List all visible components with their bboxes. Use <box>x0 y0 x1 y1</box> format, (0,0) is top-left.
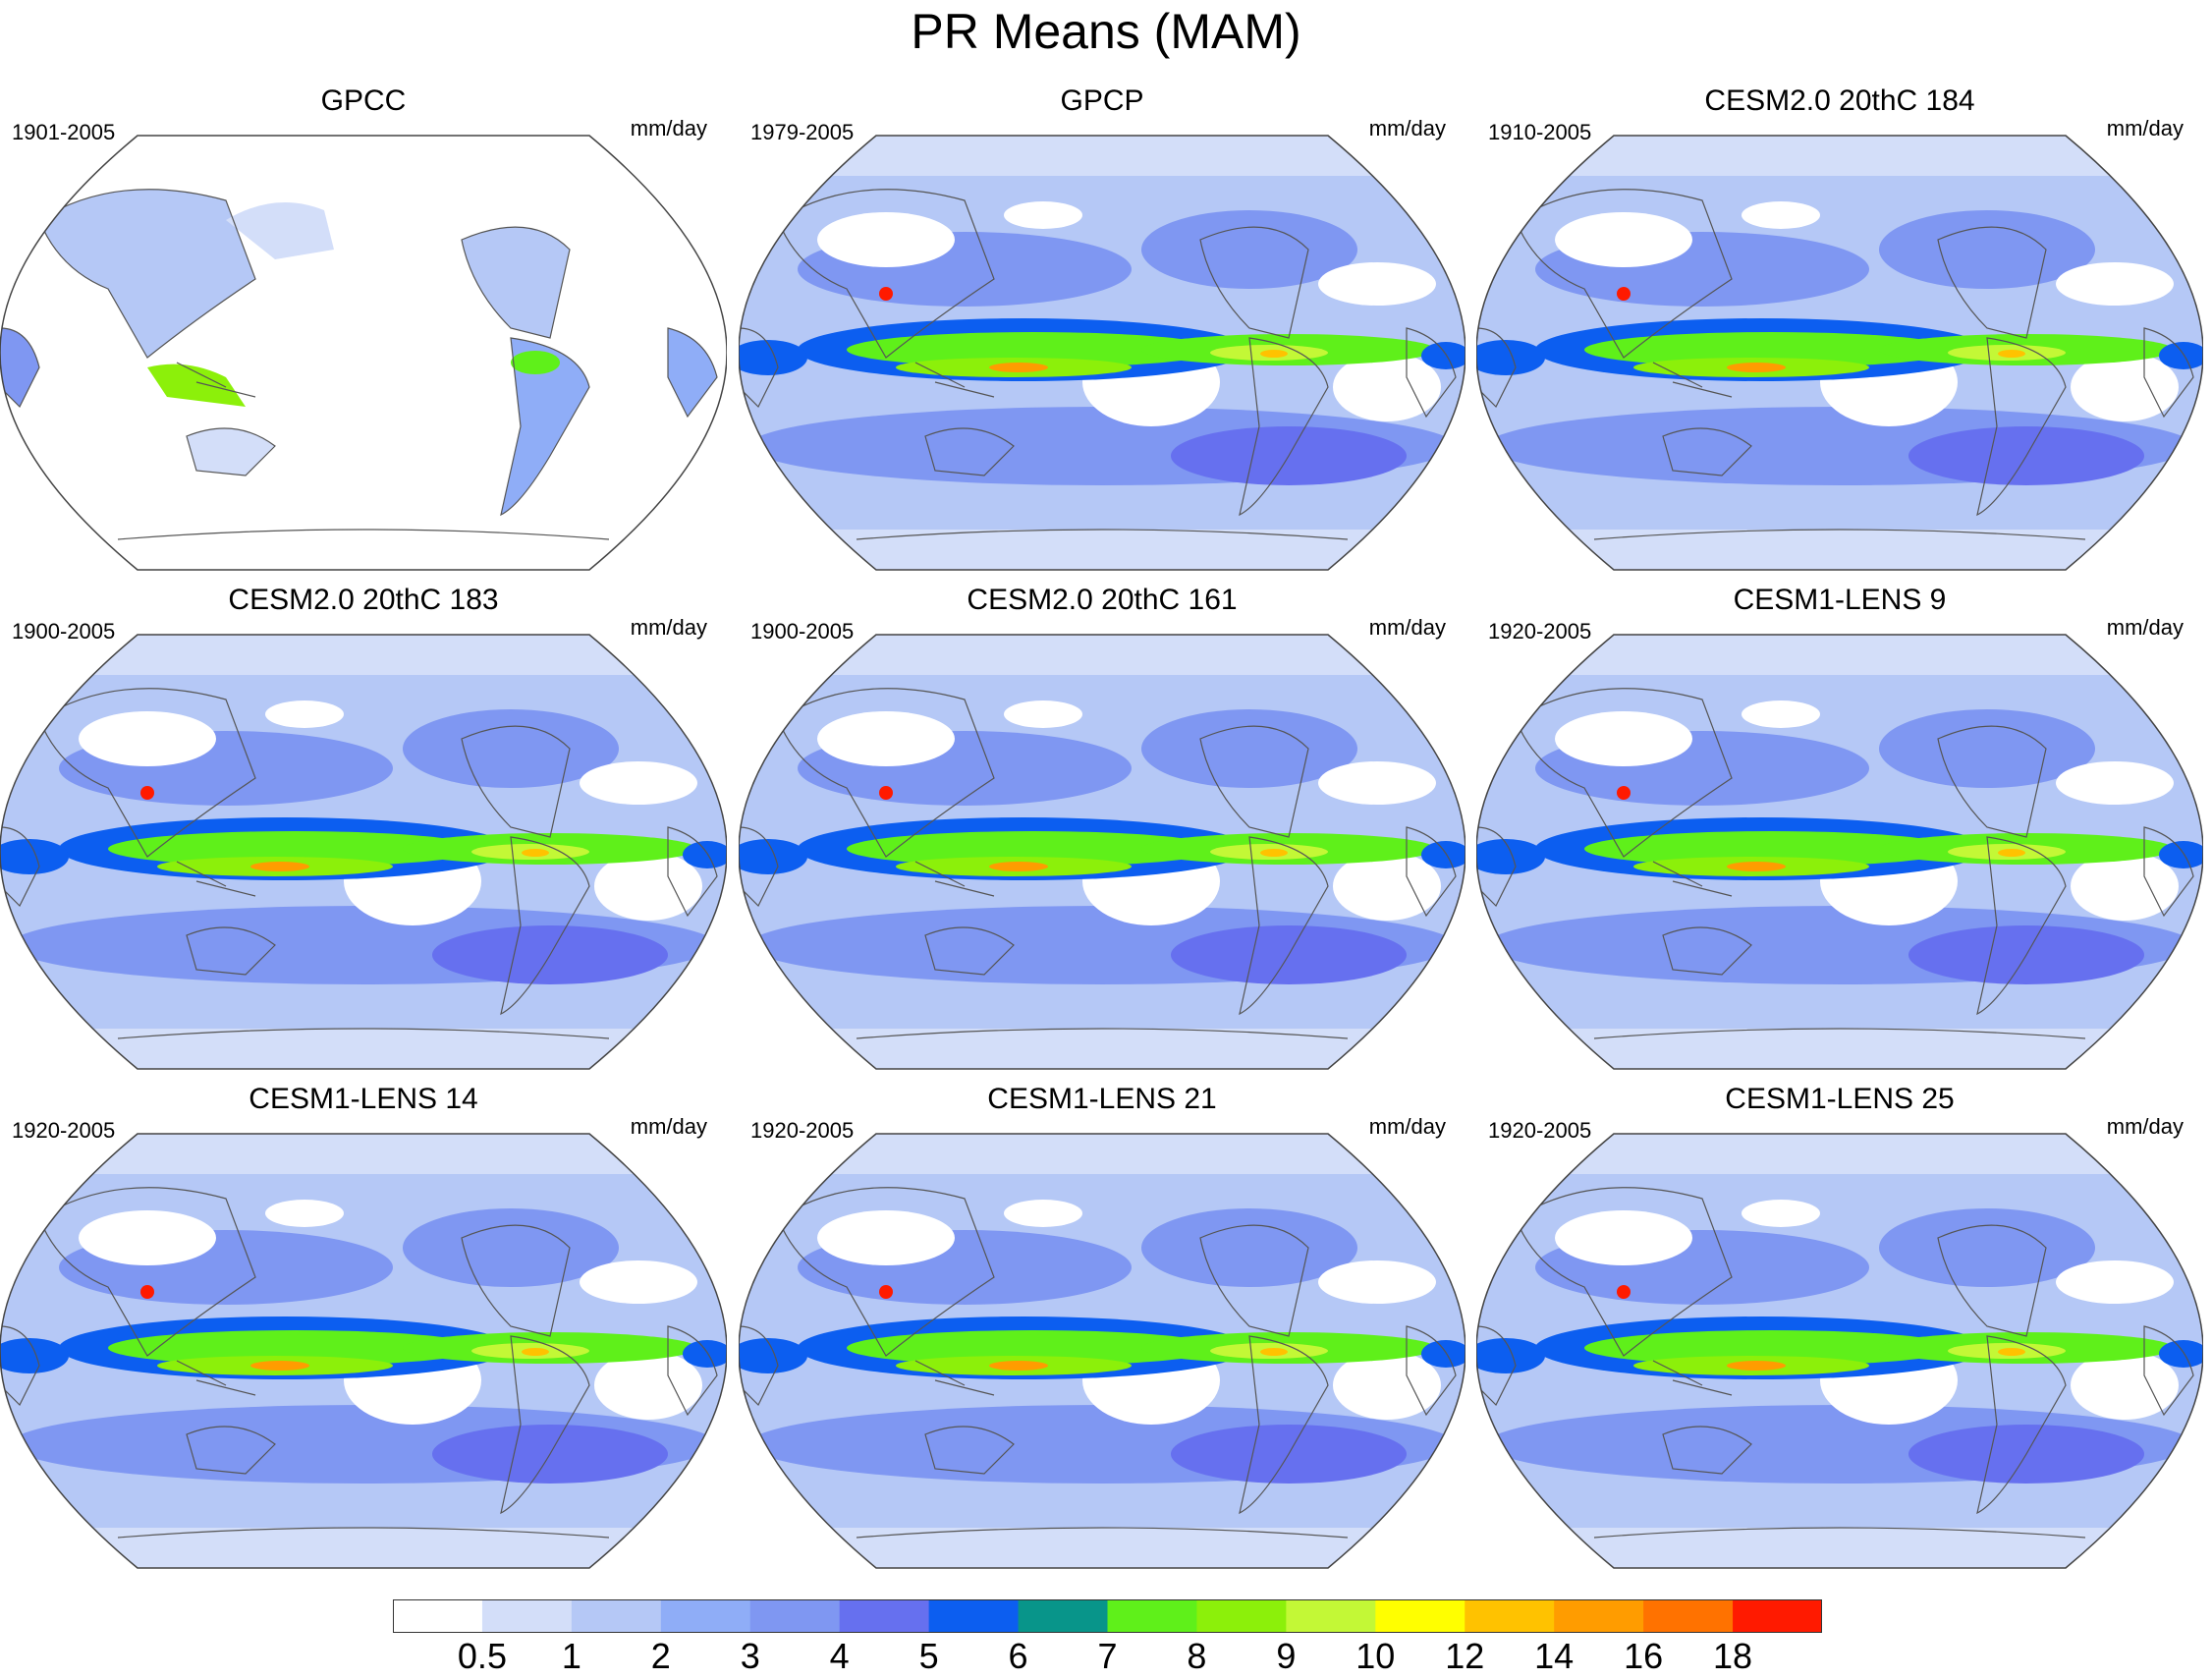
map-plot <box>739 135 1465 571</box>
panel-period: 1920-2005 <box>750 1118 855 1143</box>
figure-title: PR Means (MAM) <box>911 4 1301 59</box>
colorbar-tick-label: 1 <box>561 1636 581 1676</box>
colorbar-tick-label: 5 <box>918 1636 939 1676</box>
map-panel: CESM2.0 20thC 161 1900-2005 mm/day <box>739 584 1465 1075</box>
panel-title: CESM1-LENS 21 <box>987 1083 1217 1115</box>
colorbar-swatch <box>1286 1599 1376 1633</box>
precip-field <box>1476 1134 2203 1568</box>
map-panel: GPCP 1979-2005 mm/day <box>739 84 1465 576</box>
panel-period: 1920-2005 <box>1488 1118 1592 1143</box>
panel-units: mm/day <box>2106 116 2184 140</box>
colorbar-swatch <box>1196 1599 1287 1633</box>
precip-field <box>739 1134 1465 1568</box>
panel-units: mm/day <box>1368 116 1446 140</box>
colorbar-tick-label: 4 <box>829 1636 850 1676</box>
colorbar-tick-label: 3 <box>740 1636 760 1676</box>
panel-title: CESM2.0 20thC 161 <box>967 584 1238 616</box>
colorbar-tick-label: 10 <box>1355 1636 1396 1676</box>
precip-field <box>0 136 727 570</box>
colorbar-swatch <box>928 1599 1020 1633</box>
colorbar-swatch <box>749 1599 841 1633</box>
colorbar-swatch <box>839 1599 930 1633</box>
map-border <box>0 135 727 571</box>
map-panel: CESM1-LENS 25 1920-2005 mm/day <box>1476 1083 2203 1574</box>
precip-field <box>1476 136 2203 570</box>
panel-period: 1920-2005 <box>1488 619 1592 644</box>
panel-units: mm/day <box>2106 1114 2184 1139</box>
colorbar-tick-label: 0.5 <box>457 1636 507 1676</box>
map-panel: CESM2.0 20thC 184 1910-2005 mm/day <box>1476 84 2203 576</box>
colorbar-border <box>393 1599 1822 1633</box>
panel-period: 1901-2005 <box>12 120 116 144</box>
colorbar-tick-label: 16 <box>1624 1636 1664 1676</box>
map-plot <box>1476 135 2203 571</box>
panel-units: mm/day <box>630 116 707 140</box>
colorbar-swatch <box>1107 1599 1197 1633</box>
colorbar-swatch <box>571 1599 662 1633</box>
map-panel: CESM1-LENS 21 1920-2005 mm/day <box>739 1083 1465 1574</box>
map-border <box>1476 634 2203 1070</box>
panel-title: CESM1-LENS 9 <box>1733 584 1947 616</box>
colorbar-swatch <box>1733 1599 1822 1633</box>
panel-title: CESM1-LENS 25 <box>1725 1083 1955 1115</box>
colorbar-swatch <box>660 1599 751 1633</box>
panel-units: mm/day <box>630 1114 707 1139</box>
colorbar-swatch <box>393 1599 483 1633</box>
panel-title: GPCC <box>320 84 407 117</box>
colorbar-tick-label: 2 <box>650 1636 671 1676</box>
panel-units: mm/day <box>1368 615 1446 640</box>
panel-title: CESM1-LENS 14 <box>249 1083 478 1115</box>
map-plot <box>739 634 1465 1070</box>
colorbar-swatch <box>1018 1599 1108 1633</box>
precip-field <box>739 136 1465 570</box>
map-border <box>1476 1133 2203 1569</box>
panel-period: 1910-2005 <box>1488 120 1592 144</box>
colorbar-swatch <box>1375 1599 1465 1633</box>
map-plot <box>739 1133 1465 1569</box>
colorbar-tick-label: 8 <box>1187 1636 1207 1676</box>
colorbar-tick-label: 7 <box>1097 1636 1118 1676</box>
colorbar-tick-label: 14 <box>1534 1636 1575 1676</box>
map-panel: GPCC 1901-2005 mm/day <box>0 84 727 576</box>
panel-period: 1979-2005 <box>750 120 855 144</box>
map-plot <box>0 1133 727 1569</box>
map-border <box>739 1133 1465 1569</box>
map-plot <box>1476 634 2203 1070</box>
map-panel: CESM1-LENS 14 1920-2005 mm/day <box>0 1083 727 1574</box>
precip-field <box>0 1134 727 1568</box>
map-panel: CESM2.0 20thC 183 1900-2005 mm/day <box>0 584 727 1075</box>
map-plot <box>0 634 727 1070</box>
colorbar <box>393 1599 1822 1633</box>
map-border <box>739 634 1465 1070</box>
panel-period: 1900-2005 <box>750 619 855 644</box>
map-border <box>739 135 1465 571</box>
colorbar-swatch <box>481 1599 573 1633</box>
colorbar-swatch <box>1465 1599 1555 1633</box>
map-plot <box>0 135 727 571</box>
precip-field <box>1476 635 2203 1069</box>
panel-units: mm/day <box>1368 1114 1446 1139</box>
map-plot <box>1476 1133 2203 1569</box>
colorbar-tick-label: 9 <box>1276 1636 1297 1676</box>
colorbar-swatch <box>1643 1599 1734 1633</box>
map-border <box>1476 135 2203 571</box>
precip-field <box>0 635 727 1069</box>
precip-field <box>739 635 1465 1069</box>
panel-title: CESM2.0 20thC 183 <box>228 584 499 616</box>
map-border <box>0 1133 727 1569</box>
colorbar-tick-label: 6 <box>1008 1636 1028 1676</box>
colorbar-labels: 0.5 1 2 3 4 5 6 7 8 9 10 12 14 16 18 <box>393 1635 1822 1680</box>
colorbar-tick-label: 18 <box>1713 1636 1753 1676</box>
panel-period: 1900-2005 <box>12 619 116 644</box>
panel-units: mm/day <box>630 615 707 640</box>
panel-title: CESM2.0 20thC 184 <box>1704 84 1975 117</box>
panel-title: GPCP <box>1060 84 1144 117</box>
colorbar-swatch <box>1554 1599 1644 1633</box>
map-border <box>0 634 727 1070</box>
colorbar-tick-label: 12 <box>1445 1636 1485 1676</box>
map-panel: CESM1-LENS 9 1920-2005 mm/day <box>1476 584 2203 1075</box>
panel-period: 1920-2005 <box>12 1118 116 1143</box>
panel-units: mm/day <box>2106 615 2184 640</box>
